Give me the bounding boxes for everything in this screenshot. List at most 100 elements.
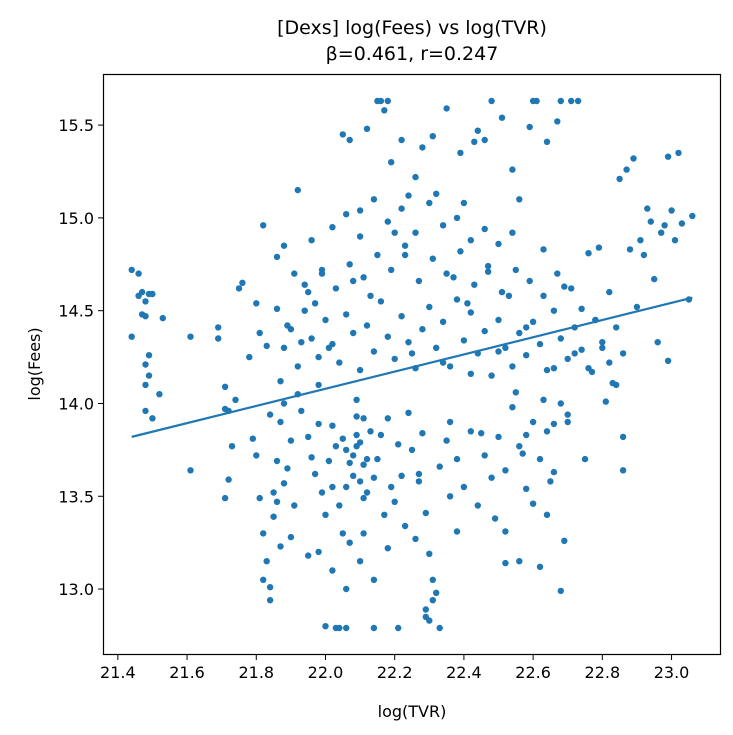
scatter-point [426, 303, 433, 311]
scatter-point [550, 420, 558, 428]
scatter-point [536, 340, 544, 348]
scatter-point [315, 353, 322, 361]
scatter-point [221, 383, 229, 390]
scatter-point [391, 355, 398, 363]
scatter-point [398, 472, 405, 479]
scatter-point [142, 361, 149, 368]
scatter-point [554, 118, 561, 125]
scatter-point [363, 489, 371, 496]
scatter-point [149, 290, 156, 298]
regression-line [131, 296, 693, 438]
scatter-point [145, 352, 153, 359]
scatter-point [294, 186, 301, 194]
scatter-point [429, 133, 436, 140]
scatter-point [363, 125, 371, 132]
scatter-point [294, 363, 301, 370]
scatter-point [512, 266, 519, 274]
x-tick-label: 22.2 [377, 663, 413, 682]
scatter-point [516, 329, 523, 337]
scatter-point [619, 350, 627, 357]
scatter-point [305, 288, 312, 296]
scatter-point [502, 344, 509, 351]
scatter-point [471, 138, 478, 145]
scatter-point [273, 305, 281, 312]
scatter-point [138, 288, 146, 296]
scatter-point [467, 309, 474, 316]
scatter-point [336, 359, 343, 366]
scatter-point [453, 296, 461, 303]
scatter-point [270, 489, 277, 496]
scatter-point [405, 192, 412, 199]
scatter-point [356, 366, 364, 374]
scatter-point [436, 624, 443, 632]
scatter-point [322, 316, 329, 324]
scatter-point [678, 220, 686, 227]
scatter-point [287, 326, 295, 333]
scatter-point [318, 489, 326, 496]
scatter-point [298, 339, 305, 346]
x-tick-label: 22.8 [585, 663, 621, 682]
scatter-point [460, 337, 468, 344]
scatter-point [633, 303, 641, 311]
scatter-point [412, 535, 419, 543]
scatter-point [384, 415, 391, 422]
scatter-point [343, 446, 350, 454]
scatter-point [256, 494, 263, 502]
scatter-point [419, 430, 426, 437]
scatter-point [384, 333, 391, 340]
scatter-point [353, 443, 360, 450]
scatter-point [246, 353, 253, 361]
y-axis-label: log(Fees) [25, 327, 44, 400]
scatter-point [239, 279, 246, 286]
scatter-point [395, 441, 402, 448]
scatter-point [619, 433, 627, 441]
scatter-point [509, 404, 516, 411]
scatter-point [336, 624, 343, 632]
scatter-point [498, 288, 506, 296]
scatter-point [315, 381, 322, 389]
scatter-point [481, 452, 488, 459]
scatter-point [460, 483, 468, 491]
scatter-point [260, 576, 267, 583]
scatter-point [467, 237, 474, 244]
scatter-point [526, 123, 533, 131]
scatter-point [585, 365, 592, 372]
scatter-point [356, 233, 364, 240]
scatter-point [287, 437, 295, 444]
scatter-point [519, 450, 526, 457]
scatter-point [187, 333, 194, 340]
scatter-point [273, 498, 281, 505]
scatter-point [263, 342, 270, 350]
scatter-point [606, 359, 613, 366]
scatter-point [232, 396, 239, 403]
y-tick-label: 13.5 [58, 487, 94, 506]
scatter-point [536, 455, 544, 463]
scatter-point [488, 372, 495, 379]
y-tick-label: 14.5 [58, 302, 94, 321]
scatter-point [277, 543, 284, 550]
scatter-point [481, 327, 488, 335]
scatter-point [453, 528, 461, 535]
scatter-point [467, 428, 474, 435]
scatter-point [613, 324, 620, 331]
scatter-point [128, 266, 135, 274]
scatter-point [443, 270, 450, 277]
scatter-point [626, 246, 634, 253]
scatter-point [370, 196, 378, 203]
scatter-point [516, 196, 523, 203]
y-axis-ticks: 13.0 13.5 14.0 14.5 15.0 15.5 [58, 116, 104, 599]
scatter-point [149, 415, 156, 422]
scatter-point [599, 339, 606, 346]
scatter-point [318, 270, 326, 277]
scatter-point [353, 413, 360, 420]
scatter-point [488, 97, 495, 105]
scatter-point [668, 207, 675, 214]
scatter-point [398, 136, 405, 144]
scatter-point [623, 166, 630, 173]
scatter-point [145, 372, 153, 379]
scatter-point [446, 493, 454, 500]
scatter-point [405, 409, 412, 416]
scatter-point [647, 218, 654, 225]
scatter-point [253, 452, 260, 459]
scatter-point [263, 558, 270, 565]
